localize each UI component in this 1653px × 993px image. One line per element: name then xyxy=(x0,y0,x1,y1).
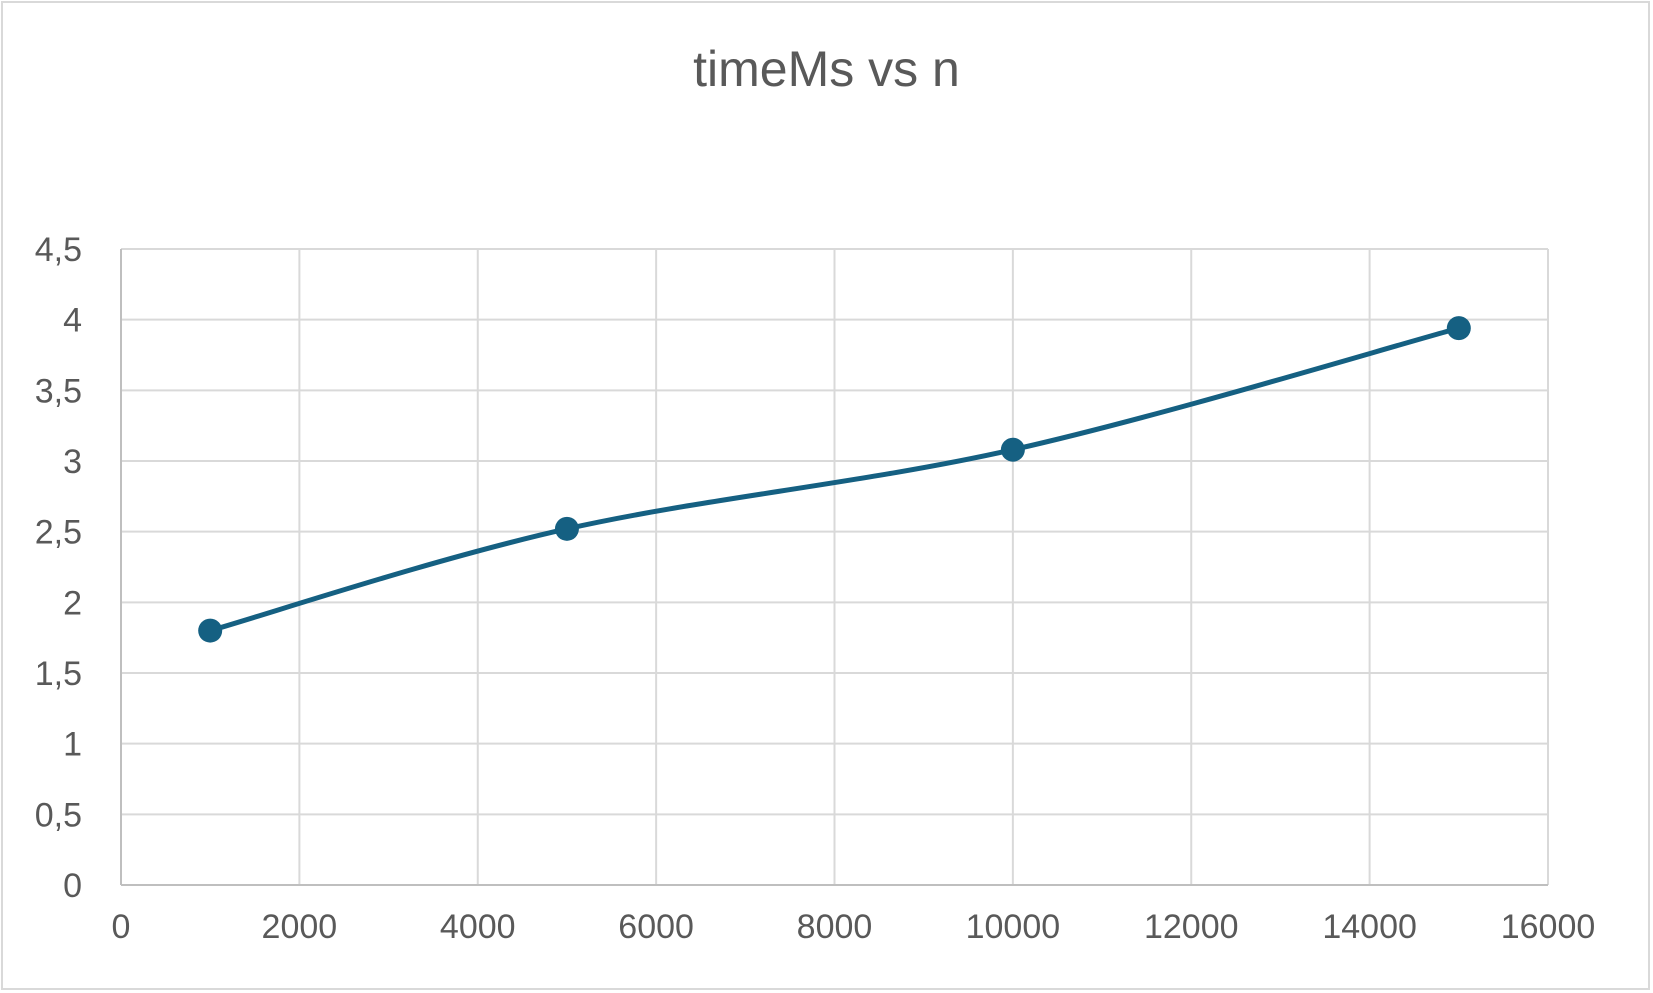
y-tick-label: 3 xyxy=(63,443,82,481)
y-tick-label: 0 xyxy=(63,867,82,905)
x-tick-label: 12000 xyxy=(1144,908,1239,946)
x-tick-label: 0 xyxy=(112,908,131,946)
data-point xyxy=(198,618,223,643)
series-line xyxy=(207,325,1462,634)
x-tick-label: 10000 xyxy=(966,908,1061,946)
y-axis-tick-labels: 0 0,5 1 1,5 2 2,5 3 3,5 4 4,5 xyxy=(35,231,82,905)
data-point xyxy=(554,516,579,541)
data-point xyxy=(1446,316,1471,341)
x-tick-label: 2000 xyxy=(262,908,338,946)
y-tick-label: 2 xyxy=(63,584,82,622)
x-axis-tick-labels: 0 2000 4000 6000 8000 10000 12000 14000 16000 xyxy=(112,908,1596,946)
series xyxy=(198,316,1471,643)
data-point xyxy=(1000,437,1025,462)
y-tick-label: 4,5 xyxy=(35,231,82,269)
y-tick-label: 4 xyxy=(63,302,82,340)
y-tick-label: 2,5 xyxy=(35,514,82,552)
y-tick-label: 1,5 xyxy=(35,655,82,693)
y-tick-label: 1 xyxy=(63,726,82,764)
x-tick-label: 16000 xyxy=(1501,908,1596,946)
x-tick-label: 8000 xyxy=(797,908,873,946)
x-tick-label: 14000 xyxy=(1322,908,1417,946)
y-tick-label: 3,5 xyxy=(35,372,82,410)
x-tick-label: 6000 xyxy=(618,908,694,946)
x-tick-label: 4000 xyxy=(440,908,516,946)
chart-title: timeMs vs n xyxy=(693,41,960,97)
axes xyxy=(120,249,1548,886)
gridlines xyxy=(121,248,1549,885)
y-tick-label: 0,5 xyxy=(35,796,82,834)
